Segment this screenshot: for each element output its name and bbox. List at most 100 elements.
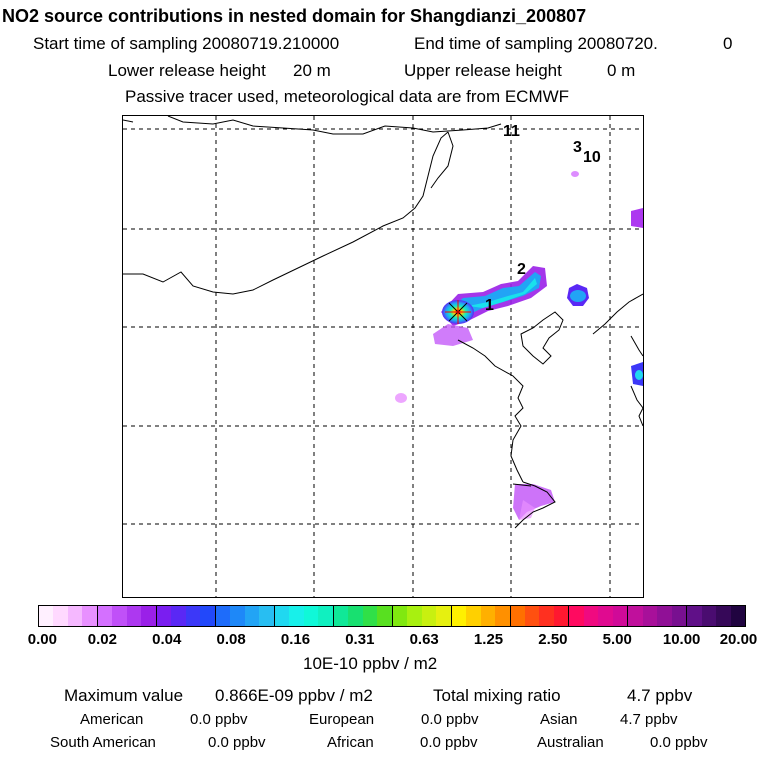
region-value: 0.0 ppbv xyxy=(421,711,479,728)
colorbar-segment xyxy=(377,606,392,626)
colorbar-segment xyxy=(141,606,156,626)
concentration-field xyxy=(395,171,643,520)
total-mixing-value: 4.7 ppbv xyxy=(627,686,693,705)
colorbar-segment xyxy=(701,606,717,626)
colorbar-segment xyxy=(303,606,319,626)
colorbar-segment xyxy=(230,606,245,626)
max-value: 0.866E-09 ppbv / m2 xyxy=(215,686,373,705)
colorbar-segment xyxy=(407,606,422,626)
korea-east-coast xyxy=(630,385,644,427)
map-label-2: 2 xyxy=(517,261,526,278)
colorbar-tick-label: 5.00 xyxy=(602,631,632,648)
colorbar-segment xyxy=(200,606,215,626)
colorbar-segment xyxy=(259,606,274,626)
colorbar-segment xyxy=(553,606,569,626)
colorbar-segment xyxy=(480,606,496,626)
colorbar-segment xyxy=(524,606,540,626)
region-name: Asian xyxy=(540,711,578,728)
colorbar-tick-label: 2.50 xyxy=(538,631,568,648)
colorbar-tick-label: 0.31 xyxy=(345,631,375,648)
colorbar-segment xyxy=(391,606,408,626)
colorbar-unit: 10E-10 ppbv / m2 xyxy=(303,654,438,673)
edge-patch-upper xyxy=(631,208,643,228)
plume-south-tail xyxy=(519,500,535,520)
blob-east-core xyxy=(570,290,586,302)
colorbar-segment xyxy=(583,606,599,626)
colorbar-tick-label: 0.04 xyxy=(152,631,182,648)
northern-border xyxy=(167,115,502,135)
colorbar-segment xyxy=(421,606,437,626)
map-label-10: 10 xyxy=(583,149,601,166)
coastlines xyxy=(122,115,644,529)
colorbar-segment xyxy=(318,606,333,626)
colorbar-segment xyxy=(82,606,97,626)
colorbar-segment xyxy=(686,606,702,626)
region-name: American xyxy=(80,711,144,728)
colorbar-segment xyxy=(642,606,658,626)
region-value: 4.7 ppbv xyxy=(620,711,678,728)
receptor-marker xyxy=(445,300,471,324)
region-name: Australian xyxy=(537,734,604,751)
colorbar-segment xyxy=(96,606,113,626)
map-panel: 1 2 3 10 11 xyxy=(122,115,644,598)
colorbar-segment xyxy=(657,606,672,626)
south-coastline xyxy=(514,481,556,529)
colorbar-segment xyxy=(53,606,68,626)
region-value: 0.0 ppbv xyxy=(208,734,266,751)
western-border xyxy=(123,131,449,295)
colorbar-segment xyxy=(155,606,172,626)
upper-release-value: 0 m xyxy=(607,61,636,80)
colorbar-segment xyxy=(716,606,731,626)
region-value: 0.0 ppbv xyxy=(190,711,248,728)
total-mixing-label: Total mixing ratio xyxy=(433,686,561,705)
colorbar-segment xyxy=(466,606,481,626)
colorbar-segment xyxy=(627,606,643,626)
small-spot-west xyxy=(395,393,407,403)
colorbar-segment xyxy=(568,606,584,626)
gridlines xyxy=(123,116,643,597)
colorbar-segment xyxy=(436,606,451,626)
max-value-label: Maximum value xyxy=(64,686,184,705)
start-time: Start time of sampling 20080719.210000 xyxy=(33,34,340,53)
tracer-note: Passive tracer used, meteorological data… xyxy=(125,87,570,106)
colorbar-segment xyxy=(185,606,201,626)
colorbar-segment xyxy=(67,606,83,626)
colorbar-tick-label: 0.00 xyxy=(27,631,57,648)
colorbar-tick-label: 0.08 xyxy=(216,631,246,648)
map-label-11: 11 xyxy=(503,123,520,140)
colorbar-segment xyxy=(495,606,510,626)
colorbar-tick-label: 20.00 xyxy=(719,631,758,648)
lower-release-value: 20 m xyxy=(293,61,331,80)
colorbar-segment xyxy=(612,606,628,626)
coast-inlet xyxy=(512,483,532,487)
colorbar-tick-label: 0.16 xyxy=(280,631,311,648)
east-coastline xyxy=(457,339,524,483)
lower-release-label: Lower release height xyxy=(108,61,266,80)
colorbar-segment xyxy=(332,606,349,626)
colorbar-segment xyxy=(126,606,142,626)
colorbar-segment xyxy=(112,606,127,626)
colorbar-segment xyxy=(289,606,304,626)
korea-coast xyxy=(630,335,644,357)
colorbar-segment xyxy=(39,606,54,626)
map-label-3: 3 xyxy=(573,139,582,156)
colorbar-segment xyxy=(348,606,363,626)
end-time: End time of sampling 20080720. xyxy=(414,34,658,53)
region-value: 0.0 ppbv xyxy=(420,734,478,751)
plume-south xyxy=(513,484,555,520)
colorbar-segment xyxy=(539,606,554,626)
colorbar-segment xyxy=(171,606,186,626)
region-name: African xyxy=(327,734,374,751)
peninsula-edge xyxy=(430,131,454,189)
colorbar-tick-label: 1.25 xyxy=(473,631,504,648)
colorbar-segment xyxy=(598,606,613,626)
plume-south-patch xyxy=(433,324,473,346)
edge-patch-core xyxy=(635,370,643,380)
map-label-1: 1 xyxy=(485,297,494,314)
colorbar-segment xyxy=(509,606,525,626)
region-name: European xyxy=(309,711,375,728)
map-svg: 1 2 3 10 11 xyxy=(122,115,644,597)
colorbar-tick-label: 10.00 xyxy=(662,631,701,648)
colorbar-segment xyxy=(244,606,260,626)
bay-outline xyxy=(520,311,564,365)
